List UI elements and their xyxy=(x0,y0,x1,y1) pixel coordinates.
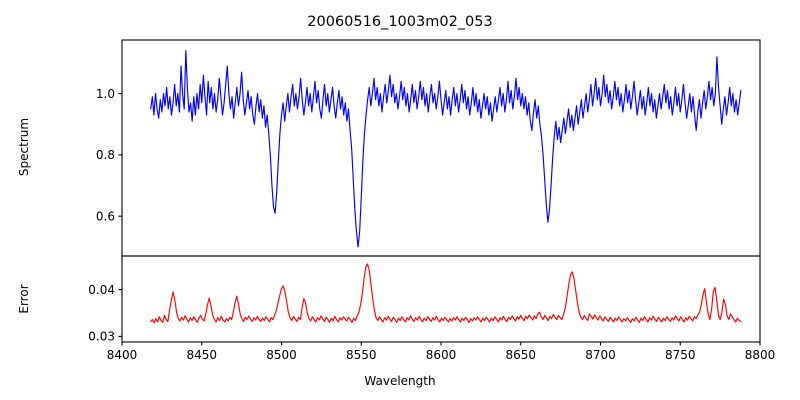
panel-error: 0.03 0.04 xyxy=(88,255,761,346)
x-axis-label: Wavelength xyxy=(364,374,436,388)
panel-spectrum-ytick-label: 0.8 xyxy=(96,148,115,162)
series-spectrum xyxy=(150,50,742,248)
series-error xyxy=(150,263,742,324)
panel-spectrum-ytick-label: 1.0 xyxy=(96,87,115,101)
x-tick-label: 8750 xyxy=(665,348,696,362)
x-tick-label: 8800 xyxy=(745,348,776,362)
panel-error-ytick-label: 0.03 xyxy=(88,330,115,344)
x-tick-label: 8550 xyxy=(346,348,377,362)
x-tick-label: 8450 xyxy=(186,348,217,362)
panel-spectrum-ytick-label: 0.6 xyxy=(96,209,115,223)
x-tick-label: 8600 xyxy=(426,348,457,362)
x-tick-label: 8500 xyxy=(266,348,297,362)
panel-error-frame xyxy=(121,255,761,343)
x-axis-ticks: 8400 8450 8500 8550 8600 8650 8700 8750 8800 xyxy=(107,348,776,362)
panel-spectrum-frame xyxy=(121,39,761,257)
figure-title: 20060516_1003m02_053 xyxy=(307,14,493,30)
panel-spectrum: 0.6 0.8 1.0 xyxy=(96,39,761,257)
x-tick-label: 8700 xyxy=(585,348,616,362)
x-tick-label: 8650 xyxy=(505,348,536,362)
panel-error-ytick-label: 0.04 xyxy=(88,283,115,297)
x-tick-label: 8400 xyxy=(107,348,138,362)
